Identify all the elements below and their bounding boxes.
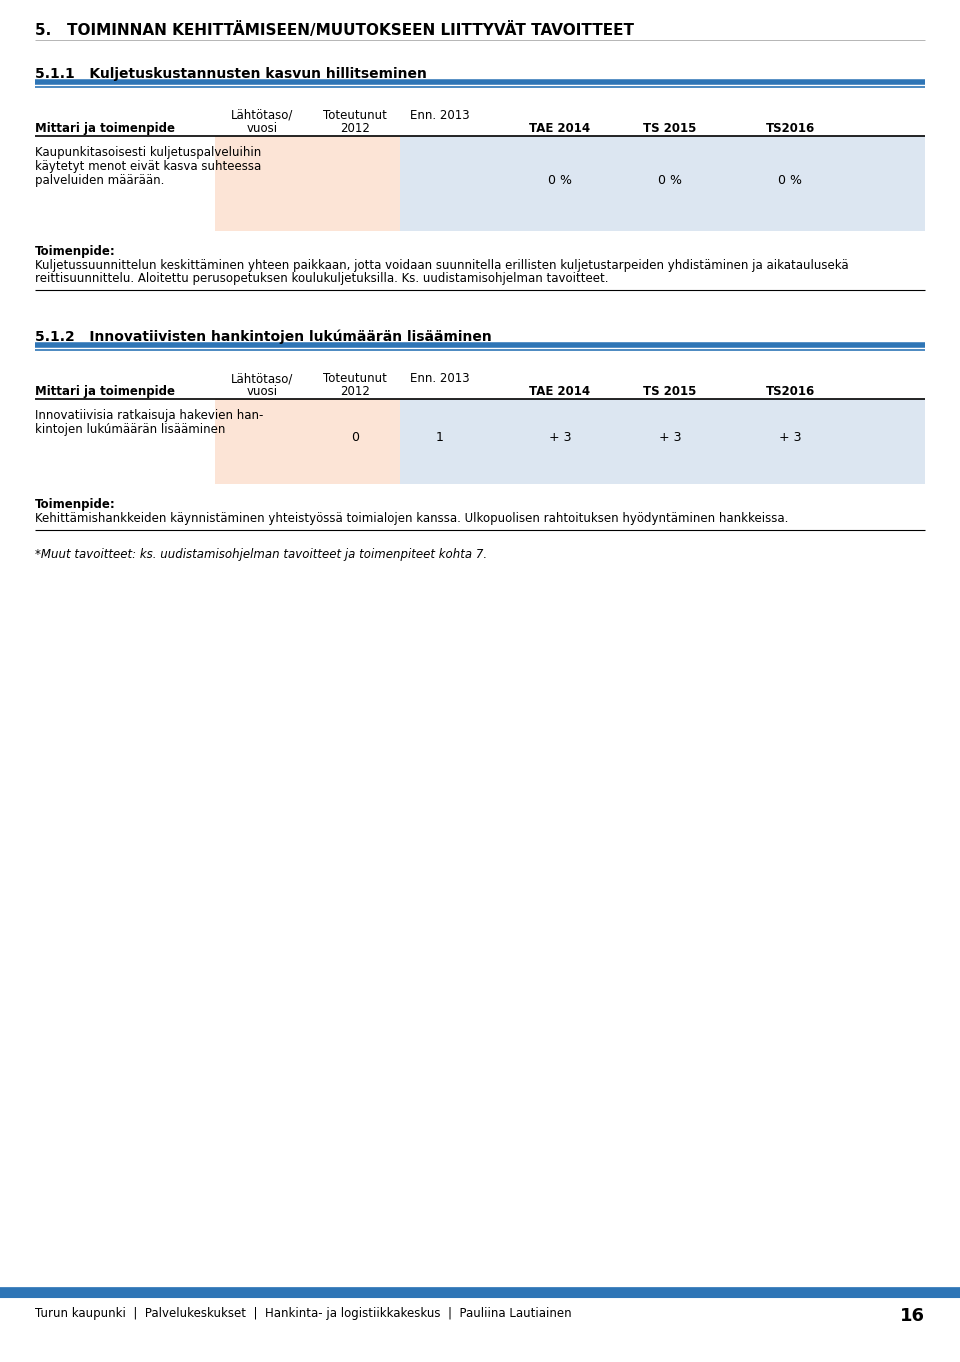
Bar bbox=[400, 399, 925, 484]
Text: 0 %: 0 % bbox=[658, 174, 682, 187]
Text: TS2016: TS2016 bbox=[765, 123, 815, 135]
Text: Toimenpide:: Toimenpide: bbox=[35, 245, 116, 257]
Text: TS2016: TS2016 bbox=[765, 385, 815, 398]
Text: 16: 16 bbox=[900, 1308, 925, 1325]
Text: vuosi: vuosi bbox=[247, 385, 277, 398]
Text: Innovatiivisia ratkaisuja hakevien han-: Innovatiivisia ratkaisuja hakevien han- bbox=[35, 409, 263, 422]
Text: Toimenpide:: Toimenpide: bbox=[35, 498, 116, 511]
Text: + 3: + 3 bbox=[549, 430, 571, 444]
Text: TS 2015: TS 2015 bbox=[643, 385, 697, 398]
Text: 5.1.2   Innovatiivisten hankintojen lukúmäärän lisääminen: 5.1.2 Innovatiivisten hankintojen lukúmä… bbox=[35, 330, 492, 345]
Bar bbox=[215, 399, 400, 484]
Text: kintojen lukúmäärän lisääminen: kintojen lukúmäärän lisääminen bbox=[35, 424, 226, 436]
Bar bbox=[215, 136, 400, 232]
Text: Mittari ja toimenpide: Mittari ja toimenpide bbox=[35, 385, 175, 398]
Text: Mittari ja toimenpide: Mittari ja toimenpide bbox=[35, 123, 175, 135]
Text: vuosi: vuosi bbox=[247, 123, 277, 135]
Text: Enn. 2013: Enn. 2013 bbox=[410, 109, 469, 123]
Text: TAE 2014: TAE 2014 bbox=[529, 385, 590, 398]
Text: Lähtötaso/: Lähtötaso/ bbox=[230, 372, 293, 385]
Text: Toteutunut: Toteutunut bbox=[324, 372, 387, 385]
Text: käytetyt menot eivät kasva suhteessa: käytetyt menot eivät kasva suhteessa bbox=[35, 159, 261, 173]
Text: palveluiden määrään.: palveluiden määrään. bbox=[35, 174, 164, 187]
Text: Toteutunut: Toteutunut bbox=[324, 109, 387, 123]
Text: 0 %: 0 % bbox=[548, 174, 572, 187]
Text: Turun kaupunki  |  Palvelukeskukset  |  Hankinta- ja logistiikkakeskus  |  Pauli: Turun kaupunki | Palvelukeskukset | Hank… bbox=[35, 1308, 571, 1320]
Text: TAE 2014: TAE 2014 bbox=[529, 123, 590, 135]
Text: Kaupunkitasoisesti kuljetuspalveluihin: Kaupunkitasoisesti kuljetuspalveluihin bbox=[35, 146, 261, 159]
Text: Enn. 2013: Enn. 2013 bbox=[410, 372, 469, 385]
Text: 2012: 2012 bbox=[340, 385, 370, 398]
Text: TS 2015: TS 2015 bbox=[643, 123, 697, 135]
Text: 2012: 2012 bbox=[340, 123, 370, 135]
Text: + 3: + 3 bbox=[779, 430, 802, 444]
Text: 1: 1 bbox=[436, 430, 444, 444]
Text: *Muut tavoitteet: ks. uudistamisohjelman tavoitteet ja toimenpiteet kohta 7.: *Muut tavoitteet: ks. uudistamisohjelman… bbox=[35, 548, 487, 561]
Bar bbox=[400, 136, 925, 232]
Text: 5.   TOIMINNAN KEHITTÄMISEEN/MUUTOKSEEN LIITTYVÄT TAVOITTEET: 5. TOIMINNAN KEHITTÄMISEEN/MUUTOKSEEN LI… bbox=[35, 22, 634, 38]
Text: 0 %: 0 % bbox=[778, 174, 802, 187]
Text: reittisuunnittelu. Aloitettu perusopetuksen koulukuljetuksilla. Ks. uudistamisoh: reittisuunnittelu. Aloitettu perusopetuk… bbox=[35, 272, 609, 285]
Text: 5.1.1   Kuljetuskustannusten kasvun hillitseminen: 5.1.1 Kuljetuskustannusten kasvun hillit… bbox=[35, 67, 427, 80]
Text: 0: 0 bbox=[351, 430, 359, 444]
Text: + 3: + 3 bbox=[659, 430, 682, 444]
Text: Kuljetussuunnittelun keskittäminen yhteen paikkaan, jotta voidaan suunnitella er: Kuljetussuunnittelun keskittäminen yhtee… bbox=[35, 259, 849, 272]
Text: Kehittämishankkeiden käynnistäminen yhteistyössä toimialojen kanssa. Ulkopuolise: Kehittämishankkeiden käynnistäminen yhte… bbox=[35, 512, 788, 524]
Text: Lähtötaso/: Lähtötaso/ bbox=[230, 109, 293, 123]
